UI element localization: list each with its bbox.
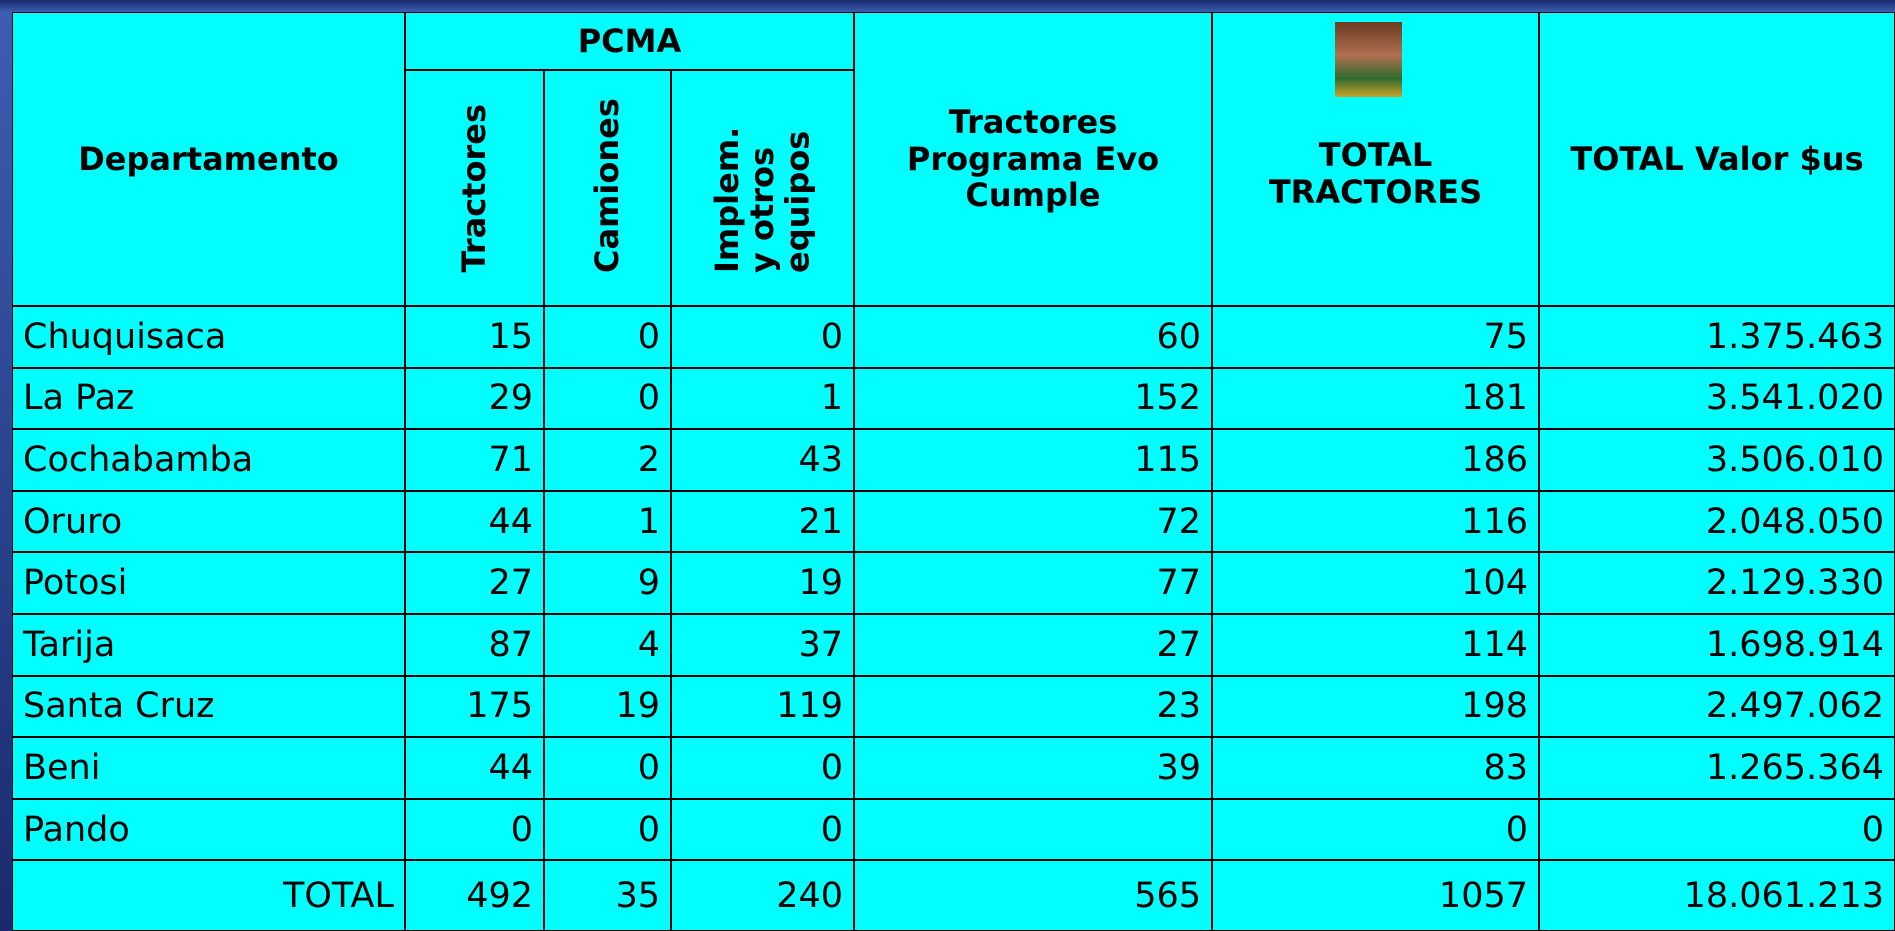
data-cell: 23 [854,676,1212,738]
data-cell: 21 [671,491,854,553]
data-cell: 0 [671,799,854,861]
data-cell: 0 [1212,799,1539,861]
data-cell: 0 [405,799,544,861]
header-vertical-text: Implem. y otros equipos [710,103,816,273]
data-cell: 1.375.463 [1539,306,1895,368]
data-cell: 15 [405,306,544,368]
page: DepartamentoPCMA Tractores Camiones Implem.… [0,0,1895,931]
data-cell: 119 [671,676,854,738]
header-cell: PCMA [405,12,854,70]
row-label: Pando [12,799,405,861]
data-cell: 0 [671,306,854,368]
data-cell: 44 [405,491,544,553]
data-cell: 2.497.062 [1539,676,1895,738]
data-cell: 1 [671,368,854,430]
data-cell: 181 [1212,368,1539,430]
data-cell: 3.541.020 [1539,368,1895,430]
data-cell: 29 [405,368,544,430]
portrait-photo [1335,22,1402,97]
data-cell: 2.048.050 [1539,491,1895,553]
header-cell: Departamento [12,12,405,306]
row-label: Beni [12,737,405,799]
data-cell: 116 [1212,491,1539,553]
row-label: Santa Cruz [12,676,405,738]
data-cell: 2 [544,429,671,491]
data-cell [854,799,1212,861]
total-cell: 492 [405,860,544,931]
data-cell: 0 [544,306,671,368]
data-cell: 75 [1212,306,1539,368]
data-cell: 19 [671,552,854,614]
total-cell: 565 [854,860,1212,931]
data-cell: 0 [544,368,671,430]
header-vertical-text: Tractores [457,104,492,272]
data-cell: 39 [854,737,1212,799]
total-label: TOTAL [12,860,405,931]
data-cell: 83 [1212,737,1539,799]
data-cell: 115 [854,429,1212,491]
data-cell: 0 [544,737,671,799]
data-cell: 2.129.330 [1539,552,1895,614]
header-vertical-text: Camiones [590,103,625,273]
data-cell: 0 [544,799,671,861]
data-cell: 43 [671,429,854,491]
data-cell: 3.506.010 [1539,429,1895,491]
data-cell: 4 [544,614,671,676]
data-cell: 198 [1212,676,1539,738]
data-cell: 77 [854,552,1212,614]
data-cell: 152 [854,368,1212,430]
data-cell: 175 [405,676,544,738]
row-label: Cochabamba [12,429,405,491]
data-cell: 1.265.364 [1539,737,1895,799]
data-cell: 1.698.914 [1539,614,1895,676]
total-cell: 240 [671,860,854,931]
data-cell: 37 [671,614,854,676]
row-label: La Paz [12,368,405,430]
data-cell: 87 [405,614,544,676]
row-label: Oruro [12,491,405,553]
data-cell: 114 [1212,614,1539,676]
data-cell: 72 [854,491,1212,553]
total-cell: 1057 [1212,860,1539,931]
data-cell: 1 [544,491,671,553]
total-cell: 35 [544,860,671,931]
header-cell: Camiones [544,70,671,306]
data-cell: 186 [1212,429,1539,491]
header-cell: Tractores Programa Evo Cumple [854,12,1212,306]
data-cell: 60 [854,306,1212,368]
data-cell: 44 [405,737,544,799]
data-cell: 0 [671,737,854,799]
data-cell: 0 [1539,799,1895,861]
data-cell: 71 [405,429,544,491]
data-cell: 9 [544,552,671,614]
row-label: Potosi [12,552,405,614]
data-cell: 104 [1212,552,1539,614]
header-cell: Tractores [405,70,544,306]
total-cell: 18.061.213 [1539,860,1895,931]
data-cell: 27 [854,614,1212,676]
header-cell: Implem. y otros equipos [671,70,854,306]
data-cell: 27 [405,552,544,614]
header-cell: TOTAL Valor $us [1539,12,1895,306]
row-label: Chuquisaca [12,306,405,368]
row-label: Tarija [12,614,405,676]
data-cell: 19 [544,676,671,738]
